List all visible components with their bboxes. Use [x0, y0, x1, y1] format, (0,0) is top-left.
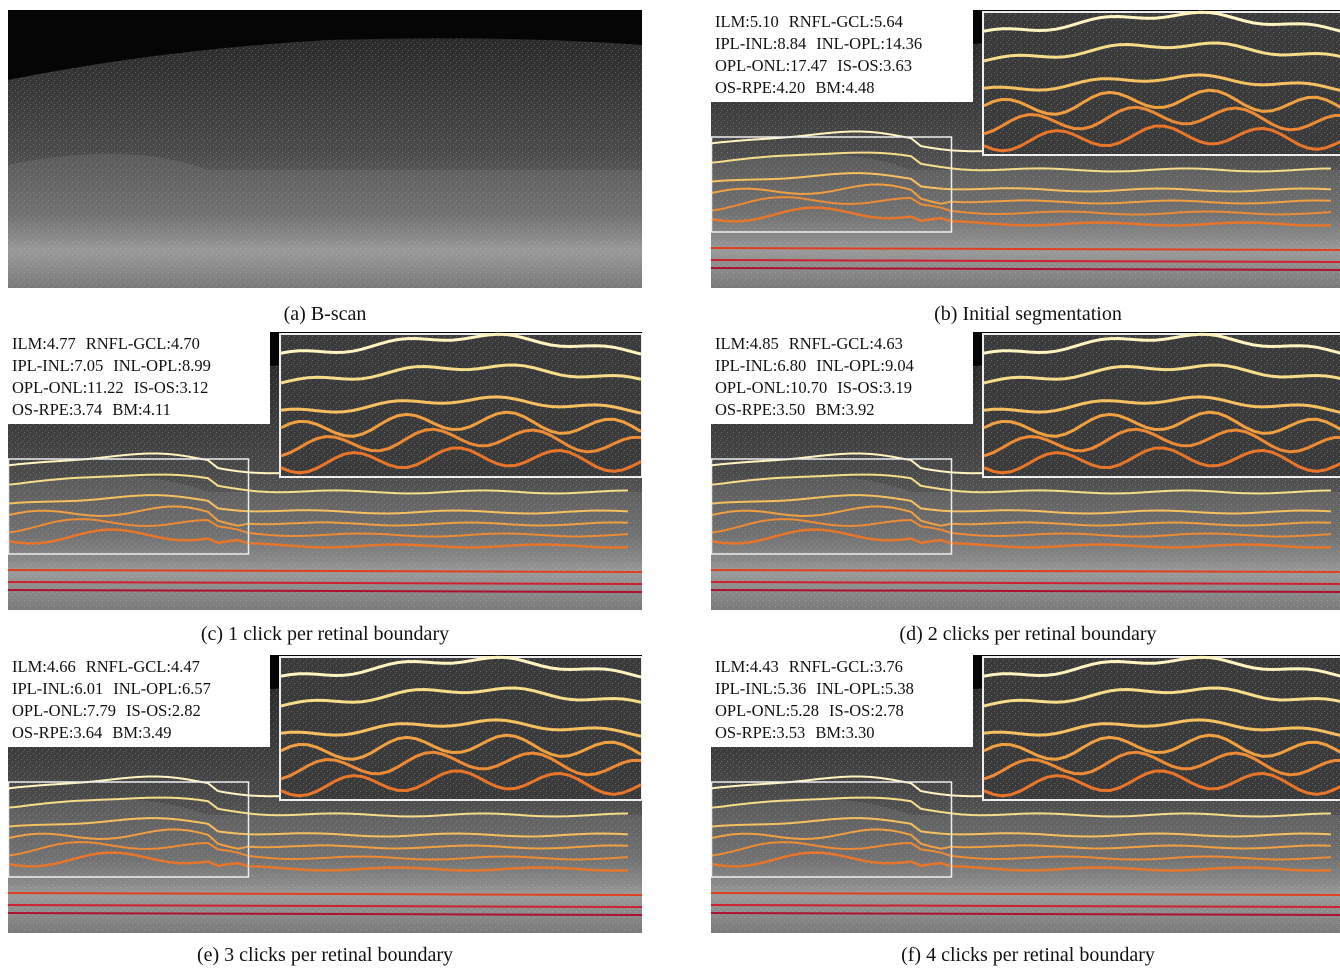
caption: (b) Initial segmentation [711, 303, 1340, 326]
metric: OS-RPE:3.64 [12, 723, 102, 742]
metric: OPL-ONL:7.79 [12, 701, 116, 720]
metric: RNFL-GCL:5.64 [789, 12, 903, 31]
metric: IS-OS:3.63 [837, 56, 912, 75]
oct-panel: ILM:4.66 RNFL-GCL:4.47 IPL-INL:6.01 INL-OPL… [8, 655, 642, 933]
metric: IPL-INL:6.01 [12, 679, 103, 698]
metric: OPL-ONL:5.28 [715, 701, 819, 720]
oct-panel [8, 10, 642, 288]
metric: OS-RPE:3.53 [715, 723, 805, 742]
metric: OS-RPE:3.50 [715, 400, 805, 419]
metric: IS-OS:2.82 [126, 701, 201, 720]
metric: INL-OPL:6.57 [113, 679, 211, 698]
metric: RNFL-GCL:4.47 [86, 657, 200, 676]
metric: IPL-INL:6.80 [715, 356, 806, 375]
metric: RNFL-GCL:4.70 [86, 334, 200, 353]
oct-panel: ILM:5.10 RNFL-GCL:5.64 IPL-INL:8.84 INL-OPL… [711, 10, 1340, 288]
metric: INL-OPL:14.36 [816, 34, 922, 53]
figure: (() => { const data = JSON.parse(documen… [0, 0, 1340, 969]
metric: IS-OS:2.78 [829, 701, 904, 720]
caption: (a) B-scan [8, 303, 642, 326]
oct-panel: ILM:4.43 RNFL-GCL:3.76 IPL-INL:5.36 INL-OPL… [711, 655, 1340, 933]
metric: IS-OS:3.12 [134, 378, 209, 397]
caption: (c) 1 click per retinal boundary [8, 623, 642, 646]
metric: BM:3.49 [112, 723, 171, 742]
metric: OPL-ONL:10.70 [715, 378, 827, 397]
caption: (d) 2 clicks per retinal boundary [711, 623, 1340, 646]
metric: IPL-INL:5.36 [715, 679, 806, 698]
metric: IPL-INL:8.84 [715, 34, 806, 53]
metric: OS-RPE:4.20 [715, 78, 805, 97]
oct-panel: ILM:4.85 RNFL-GCL:4.63 IPL-INL:6.80 INL-OPL… [711, 332, 1340, 610]
oct-panel: ILM:4.77 RNFL-GCL:4.70 IPL-INL:7.05 INL-OPL… [8, 332, 642, 610]
metric: OPL-ONL:11.22 [12, 378, 124, 397]
metric: INL-OPL:9.04 [816, 356, 914, 375]
metric: ILM:5.10 [715, 12, 779, 31]
caption: (f) 4 clicks per retinal boundary [711, 944, 1340, 967]
metric: ILM:4.66 [12, 657, 76, 676]
metric: ILM:4.77 [12, 334, 76, 353]
metric: OS-RPE:3.74 [12, 400, 102, 419]
metric: BM:3.92 [815, 400, 874, 419]
metric: RNFL-GCL:3.76 [789, 657, 903, 676]
metric: RNFL-GCL:4.63 [789, 334, 903, 353]
metric: OPL-ONL:17.47 [715, 56, 827, 75]
metric: ILM:4.43 [715, 657, 779, 676]
metric: INL-OPL:8.99 [113, 356, 211, 375]
caption: (e) 3 clicks per retinal boundary [8, 944, 642, 967]
metric: BM:4.48 [815, 78, 874, 97]
metric: INL-OPL:5.38 [816, 679, 914, 698]
metric: ILM:4.85 [715, 334, 779, 353]
metric: IPL-INL:7.05 [12, 356, 103, 375]
metric: BM:3.30 [815, 723, 874, 742]
metric: IS-OS:3.19 [837, 378, 912, 397]
metric: BM:4.11 [112, 400, 171, 419]
